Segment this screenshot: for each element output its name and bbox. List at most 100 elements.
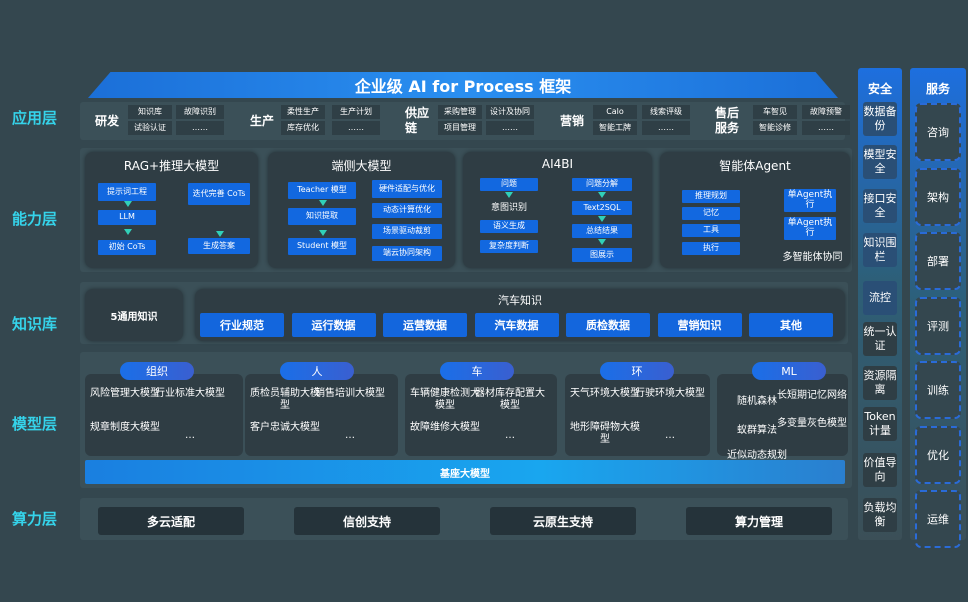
model-group-4 [717,374,848,456]
framework-title: 企业级 AI for Process 框架 [88,72,838,98]
arrow-icon [124,201,132,207]
knowledge-item[interactable]: 营销知识 [657,313,742,337]
app-item[interactable]: 库存优化 [281,121,325,135]
edge-step: 端云协同架构 [372,246,442,261]
general-knowledge-box: 5通用知识 [85,289,183,341]
ai4bi-step: 问题分解 [572,178,632,191]
model-item: 规章制度大模型 [90,422,160,433]
security-title: 安全 [867,82,892,96]
model-item: 行驶环境大模型 [635,388,705,399]
arrow-icon [319,200,327,206]
compute-item: 算力管理 [686,507,832,535]
service-item[interactable]: 架构 [915,167,961,226]
model-item: 天气环境大模型 [570,388,640,399]
model-item: 蚁群算法 [737,425,777,436]
model-item: … [185,430,195,441]
app-item[interactable]: 线索评级 [642,105,690,119]
service-item[interactable]: 部署 [915,232,961,290]
rag-title: RAG+推理大模型 [123,159,220,173]
app-item[interactable]: 知识库 [128,105,172,119]
arrow-icon [598,216,606,222]
knowledge-item[interactable]: 运行数据 [291,313,376,337]
app-item[interactable]: 采购管理 [438,105,482,119]
knowledge-item[interactable]: 行业规范 [200,313,284,337]
service-item[interactable]: 训练 [915,361,961,419]
edge-step: 知识提取 [288,208,356,225]
service-item[interactable]: 评测 [915,296,961,355]
agent-title: 智能体Agent [719,159,791,173]
model-tag: 人 [280,362,354,380]
service-item[interactable]: 咨询 [915,103,961,161]
agent-step: 执行 [682,242,740,255]
model-tag: 组织 [120,362,194,380]
knowledge-item[interactable]: 运营数据 [383,313,467,337]
ai4bi-step: 问题 [480,178,538,191]
service-item[interactable]: 运维 [915,490,961,548]
knowledge-item[interactable]: 质检数据 [566,313,650,337]
intent-recognition-text: 意图识别 [490,203,527,213]
model-item: 故障维修大模型 [410,422,480,433]
ai4bi-step: 总结结果 [572,224,632,238]
app-group-0: 研发 [95,113,120,128]
agent-step: 记忆 [682,207,740,220]
security-item[interactable]: 模型安全 [863,145,897,179]
app-item[interactable]: …… [802,121,850,135]
service-item[interactable]: 优化 [915,425,961,484]
app-item[interactable]: 智能工牌 [593,121,637,135]
security-item[interactable]: 价值导向 [863,453,897,487]
model-item: 近似动态规划 [727,450,787,461]
model-item: … [665,430,675,441]
rag-step: LLM [98,210,156,225]
model-item: 客户忠诚大模型 [250,422,320,433]
model-item: 多变量灰色模型 [777,418,847,429]
ai4bi-step: 语义生成 [480,220,538,233]
security-item[interactable]: 接口安全 [863,189,897,223]
app-group-4: 售后服务 [715,106,740,135]
security-item[interactable]: 统一认证 [863,322,897,356]
agent-step: 单Agent执行 [784,217,836,240]
app-item[interactable]: 项目管理 [438,121,482,135]
app-item[interactable]: …… [486,121,534,135]
app-item[interactable]: 试验认证 [128,121,172,135]
layer-label: 应用层 [12,109,58,127]
edge-step: Student 模型 [288,238,356,255]
arrow-icon [598,239,606,245]
app-item[interactable]: 设计及协同 [486,105,534,119]
app-item[interactable]: 智能诊修 [753,121,797,135]
edge-step: 硬件适配与优化 [372,180,442,198]
model-item: 随机森林 [737,396,777,407]
security-item[interactable]: Token计量 [863,407,897,441]
arrow-icon [505,192,513,198]
model-tag: 环 [600,362,674,380]
security-item[interactable]: 知识围栏 [863,233,897,267]
app-item[interactable]: 生产计划 [332,105,380,119]
app-item[interactable]: 车智见 [753,105,797,119]
ai4bi-step: 复杂度判断 [480,240,538,253]
security-item[interactable]: 负载均衡 [863,498,897,532]
app-group-1: 生产 [250,113,275,128]
layer-label: 算力层 [12,510,58,528]
app-item[interactable]: …… [176,121,224,135]
ai4bi-step: 图展示 [572,248,632,262]
knowledge-item[interactable]: 汽车数据 [474,313,559,337]
arrow-icon [319,230,327,236]
app-item[interactable]: 柔性生产 [281,105,325,119]
app-item[interactable]: …… [332,121,380,135]
knowledge-item[interactable]: 其他 [749,313,833,337]
app-item[interactable]: …… [642,121,690,135]
edge-step: 动态计算优化 [372,203,442,218]
model-item: 车辆健康检测大模型 [410,388,480,411]
model-item: … [345,430,355,441]
compute-item: 信创支持 [294,507,440,535]
security-item[interactable]: 资源隔离 [863,366,897,400]
app-group-2: 供应链 [405,106,430,135]
arrow-icon [124,229,132,235]
app-item[interactable]: 故障识别 [176,105,224,119]
service-title: 服务 [925,82,950,96]
app-item[interactable]: 故障预警 [802,105,850,119]
app-item[interactable]: Calo [593,105,637,119]
security-item[interactable]: 数据备份 [863,102,897,136]
auto-knowledge-title: 汽车知识 [498,294,542,307]
security-item[interactable]: 流控 [863,281,897,315]
layer-label: 模型层 [12,415,58,433]
